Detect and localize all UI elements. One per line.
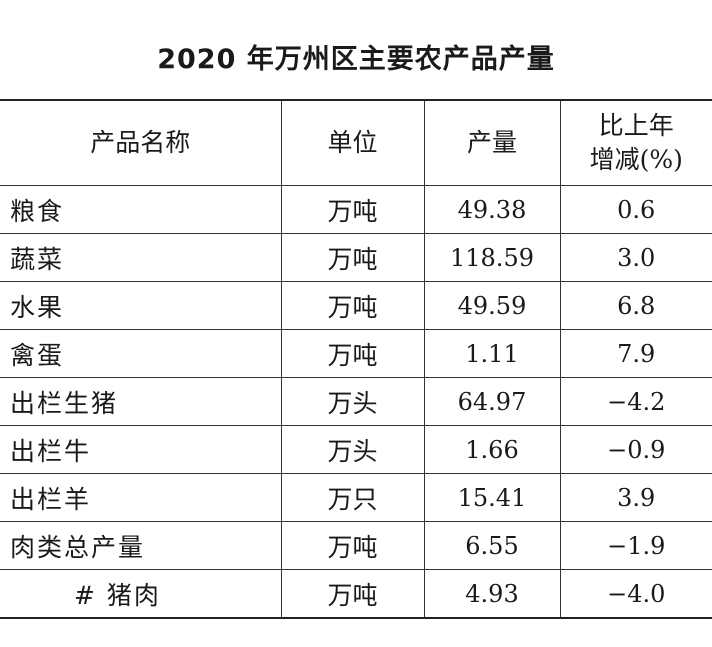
- cell-unit: 万吨: [280, 185, 425, 234]
- cell-change: 3.9: [559, 473, 712, 522]
- cell-product-name: 出栏牛: [0, 425, 282, 474]
- cell-change: −4.0: [559, 569, 712, 619]
- cell-product-name: 粮食: [0, 185, 282, 234]
- cell-output: 118.59: [423, 233, 561, 282]
- cell-product-name: 出栏生猪: [0, 377, 282, 426]
- table-row: 水果 万吨 49.59 6.8: [0, 281, 712, 330]
- cell-change: 0.6: [559, 185, 712, 234]
- cell-output: 15.41: [423, 473, 561, 522]
- table-row: 出栏羊 万只 15.41 3.9: [0, 473, 712, 522]
- cell-change: −1.9: [559, 521, 712, 570]
- cell-unit: 万头: [280, 377, 425, 426]
- header-change-line1: 比上年: [598, 111, 674, 140]
- production-table: 产品名称 单位 产量 比上年 增减(%) 粮食 万吨 49.38 0.6 蔬菜 …: [0, 99, 712, 619]
- table-row: 禽蛋 万吨 1.11 7.9: [0, 329, 712, 378]
- cell-change: −0.9: [559, 425, 712, 474]
- cell-product-name: 水果: [0, 281, 282, 330]
- cell-output: 49.59: [423, 281, 561, 330]
- cell-change: −4.2: [559, 377, 712, 426]
- cell-output: 4.93: [423, 569, 561, 619]
- table-row: 粮食 万吨 49.38 0.6: [0, 185, 712, 234]
- cell-output: 64.97: [423, 377, 561, 426]
- table-row: 蔬菜 万吨 118.59 3.0: [0, 233, 712, 282]
- cell-output: 49.38: [423, 185, 561, 234]
- table-row: 肉类总产量 万吨 6.55 −1.9: [0, 521, 712, 570]
- cell-output: 1.11: [423, 329, 561, 378]
- header-change: 比上年 增减(%): [559, 99, 712, 186]
- header-product-name: 产品名称: [0, 99, 282, 186]
- table-row: 出栏牛 万头 1.66 −0.9: [0, 425, 712, 474]
- header-unit: 单位: [280, 99, 425, 186]
- cell-change: 6.8: [559, 281, 712, 330]
- table-title: 2020 年万州区主要农产品产量: [157, 44, 555, 75]
- cell-unit: 万只: [280, 473, 425, 522]
- table-row: # 猪肉 万吨 4.93 −4.0: [0, 569, 712, 619]
- cell-unit: 万吨: [280, 569, 425, 619]
- cell-output: 1.66: [423, 425, 561, 474]
- cell-product-name: 出栏羊: [0, 473, 282, 522]
- cell-change: 3.0: [559, 233, 712, 282]
- header-change-line2: 增减(%): [589, 145, 683, 174]
- cell-unit: 万吨: [280, 329, 425, 378]
- cell-unit: 万吨: [280, 281, 425, 330]
- cell-unit: 万吨: [280, 233, 425, 282]
- cell-unit: 万吨: [280, 521, 425, 570]
- cell-output: 6.55: [423, 521, 561, 570]
- cell-product-name: 禽蛋: [0, 329, 282, 378]
- table-row: 出栏生猪 万头 64.97 −4.2: [0, 377, 712, 426]
- cell-product-name: 蔬菜: [0, 233, 282, 282]
- header-output: 产量: [423, 99, 561, 186]
- cell-product-name: # 猪肉: [0, 569, 282, 619]
- cell-product-name: 肉类总产量: [0, 521, 282, 570]
- cell-unit: 万头: [280, 425, 425, 474]
- header-row: 产品名称 单位 产量 比上年 增减(%): [0, 99, 712, 186]
- cell-change: 7.9: [559, 329, 712, 378]
